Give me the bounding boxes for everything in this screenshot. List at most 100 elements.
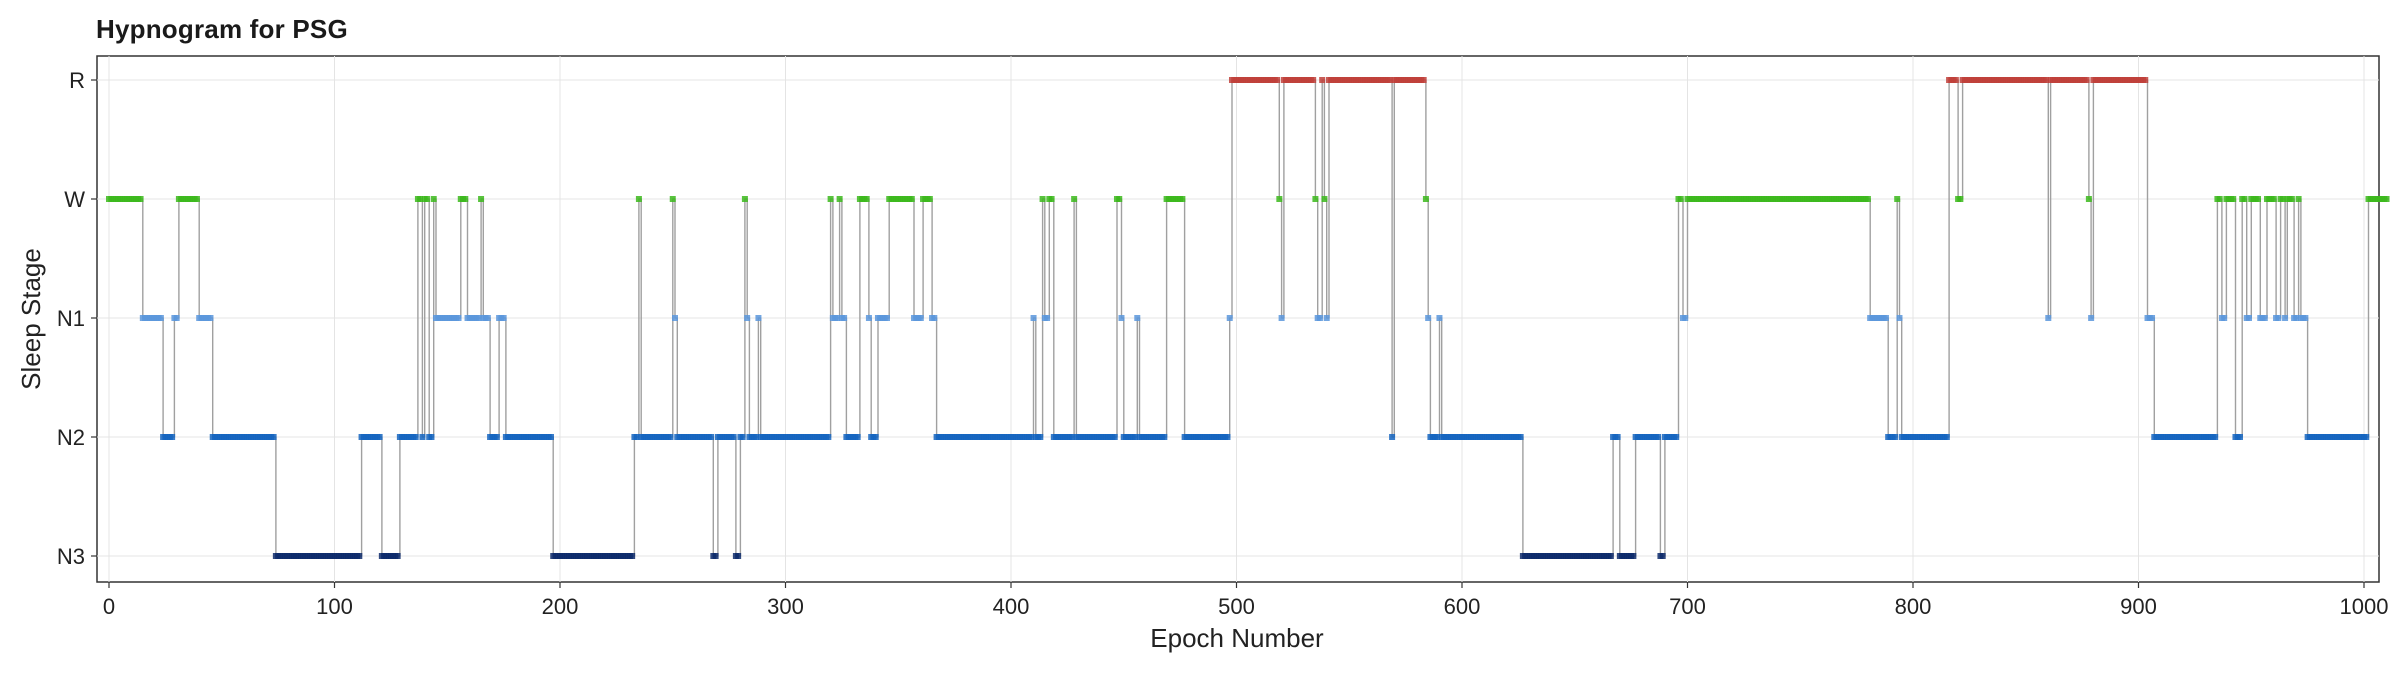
stage-segment-n1	[1118, 315, 1125, 321]
y-tick-label-n3: N3	[57, 544, 85, 569]
stage-segment-n2	[1438, 434, 1524, 440]
epoch-marker	[1274, 77, 1281, 83]
stage-segment-n2	[396, 434, 419, 440]
epoch-marker	[667, 434, 674, 440]
epoch-marker	[2142, 77, 2149, 83]
epoch-marker	[917, 315, 924, 321]
epoch-marker	[1677, 196, 1684, 202]
epoch-marker	[1673, 434, 1680, 440]
epoch-marker	[1028, 434, 1035, 440]
epoch-marker	[1943, 434, 1950, 440]
stage-segment-w	[1684, 196, 1871, 202]
epoch-marker	[883, 315, 890, 321]
y-axis-ticks: N3 N2 N1 W R	[57, 68, 97, 569]
epoch-marker	[872, 434, 879, 440]
epoch-marker	[1434, 434, 1441, 440]
stage-segment-n1	[171, 315, 180, 321]
stage-segment-w	[2248, 196, 2262, 202]
epoch-marker	[1864, 196, 1871, 202]
stage-segment-n2	[426, 434, 435, 440]
stage-segment-n1	[929, 315, 938, 321]
stage-segment-w	[1422, 196, 1429, 202]
stage-segment-n2	[1120, 434, 1139, 440]
stage-segment-n1	[1436, 315, 1443, 321]
epoch-marker	[419, 434, 426, 440]
epoch-marker	[2045, 315, 2052, 321]
epoch-marker	[1161, 434, 1168, 440]
epoch-marker	[1682, 315, 1689, 321]
epoch-marker	[854, 434, 861, 440]
epoch-marker	[1116, 196, 1123, 202]
stage-segment-n2	[2304, 434, 2370, 440]
epoch-marker	[493, 434, 500, 440]
epoch-marker	[1389, 434, 1396, 440]
y-tick-label-n2: N2	[57, 425, 85, 450]
epoch-marker	[633, 434, 640, 440]
y-axis-label: Sleep Stage	[16, 248, 46, 390]
stage-segment-n2	[714, 434, 737, 440]
epoch-marker	[908, 196, 915, 202]
stage-segment-w	[421, 196, 430, 202]
stage-segment-n2	[487, 434, 500, 440]
stage-segment-w	[457, 196, 469, 202]
epoch-marker	[2241, 196, 2248, 202]
stage-segment-n2	[1885, 434, 1898, 440]
stage-segment-n2	[1661, 434, 1680, 440]
stage-segment-n1	[1314, 315, 1323, 321]
stage-segment-n1	[2045, 315, 2052, 321]
stage-segment-n2	[674, 434, 715, 440]
epoch-marker	[1386, 77, 1393, 83]
epoch-marker	[417, 196, 424, 202]
stage-segment-n2	[737, 434, 746, 440]
stage-segment-w	[2223, 196, 2237, 202]
epoch-marker	[1896, 315, 1903, 321]
stage-segment-n1	[2243, 315, 2252, 321]
stage-segment-n1	[196, 315, 214, 321]
stage-segment-n2	[868, 434, 879, 440]
stage-segment-n1	[464, 315, 482, 321]
stage-segment-n1	[2297, 315, 2309, 321]
stage-segment-n3	[732, 553, 742, 559]
stage-segment-n2	[419, 434, 426, 440]
stage-segment-n1	[672, 315, 678, 321]
x-tick-label: 300	[767, 594, 804, 619]
epoch-marker	[2279, 196, 2286, 202]
stage-segment-n1	[865, 315, 872, 321]
stage-segment-n3	[1616, 553, 1637, 559]
epoch-marker	[1310, 77, 1317, 83]
epoch-marker	[1039, 196, 1046, 202]
stage-segment-n1	[2282, 315, 2289, 321]
x-tick-label: 800	[1895, 594, 1932, 619]
x-tick-label: 0	[103, 594, 115, 619]
stage-segment-w	[430, 196, 437, 202]
epoch-marker	[2245, 315, 2252, 321]
epoch-marker	[1630, 553, 1637, 559]
epoch-marker	[137, 196, 144, 202]
epoch-marker	[730, 434, 737, 440]
epoch-marker	[2383, 196, 2390, 202]
stage-segment-w	[1046, 196, 1055, 202]
x-axis-label: Epoch Number	[1150, 623, 1324, 653]
stage-segment-r	[1959, 77, 2050, 83]
epoch-marker	[2270, 196, 2277, 202]
stage-segment-n3	[1519, 553, 1614, 559]
stage-segment-n2	[1073, 434, 1118, 440]
stage-segment-n1	[2144, 315, 2156, 321]
stage-segment-w	[1163, 196, 1186, 202]
stage-segment-n1	[2273, 315, 2282, 321]
stage-segment-n1	[755, 315, 762, 321]
epoch-marker	[2230, 196, 2237, 202]
epoch-marker	[2085, 196, 2092, 202]
x-tick-label: 600	[1444, 594, 1481, 619]
stage-segment-n1	[1134, 315, 1141, 321]
epoch-marker	[1891, 434, 1898, 440]
stage-segment-n2	[1632, 434, 1662, 440]
stage-segment-n3	[550, 553, 636, 559]
epoch-marker	[412, 434, 419, 440]
epoch-marker	[2236, 434, 2243, 440]
epoch-marker	[1132, 434, 1139, 440]
epoch-marker	[1048, 196, 1055, 202]
stage-segment-w	[106, 196, 144, 202]
y-tick-label-r: R	[69, 68, 85, 93]
epoch-marker	[1319, 77, 1326, 83]
